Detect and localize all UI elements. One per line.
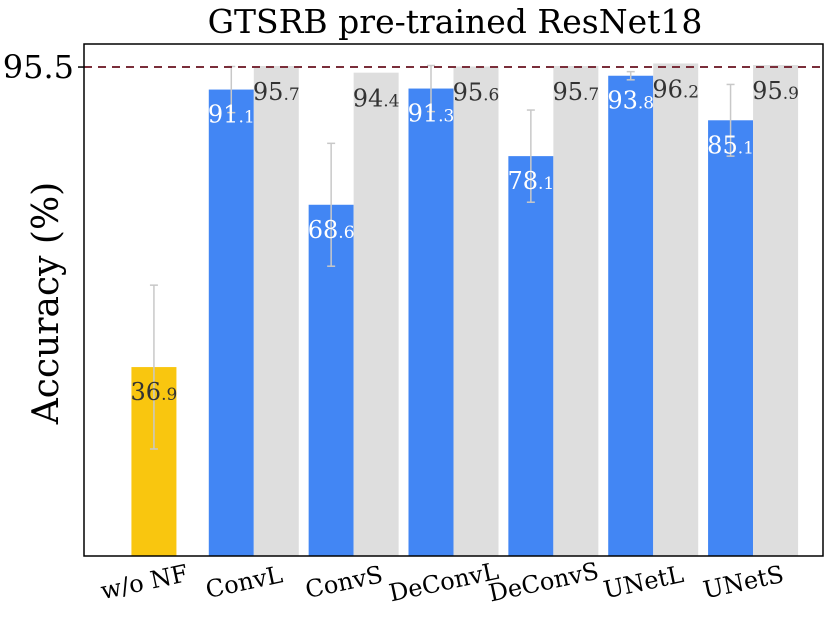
x-tick-label-6: UNetS [701, 560, 787, 604]
x-tick-label-4: DeConvS [486, 557, 601, 608]
y-axis-label: Accuracy (%) [26, 182, 67, 425]
bar-primary-6 [708, 120, 754, 557]
bar-primary-3 [408, 88, 454, 556]
bar-reference-3 [453, 66, 499, 556]
bar-reference-5 [653, 63, 699, 557]
x-tick-label-5: UNetL [601, 560, 686, 604]
plot-frame [83, 43, 824, 557]
data-label-reference-2: 94.4 [353, 85, 400, 113]
data-label-reference-1: 95.7 [253, 78, 300, 106]
data-label-primary-6: 85.1 [707, 131, 754, 159]
data-label-reference-4: 95.7 [552, 78, 599, 106]
bar-reference-2 [353, 72, 399, 556]
x-tick-label-1: ConvL [203, 560, 285, 604]
bar-primary-5 [608, 75, 654, 556]
data-label-primary-1: 91.1 [208, 101, 255, 129]
data-label-reference-5: 96.2 [652, 75, 699, 103]
bar-primary-1 [208, 89, 254, 557]
x-tick-label-3: DeConvL [387, 557, 502, 608]
y-tick-label: 95.5 [3, 48, 74, 86]
x-tick-label-0: w/o NF [98, 559, 190, 605]
data-label-primary-2: 68.6 [308, 216, 355, 244]
chart-title: GTSRB pre-trained ResNet18 [208, 2, 703, 41]
bar-reference-4 [553, 66, 599, 557]
data-label-reference-6: 95.9 [752, 77, 799, 105]
data-label-reference-3: 95.6 [453, 79, 500, 107]
data-label-primary-4: 78.1 [507, 167, 554, 195]
bar-primary-4 [508, 156, 554, 557]
bar-reference-1 [253, 66, 299, 557]
data-label-primary-0: 36.9 [131, 378, 178, 406]
x-tick-label-2: ConvS [303, 560, 385, 604]
data-label-primary-5: 93.8 [607, 87, 654, 115]
plot-area: 36.9w/o NF91.195.7ConvL68.694.4ConvS91.3… [3, 48, 823, 607]
data-label-primary-3: 91.3 [408, 100, 455, 128]
bar-reference-6 [753, 64, 799, 556]
